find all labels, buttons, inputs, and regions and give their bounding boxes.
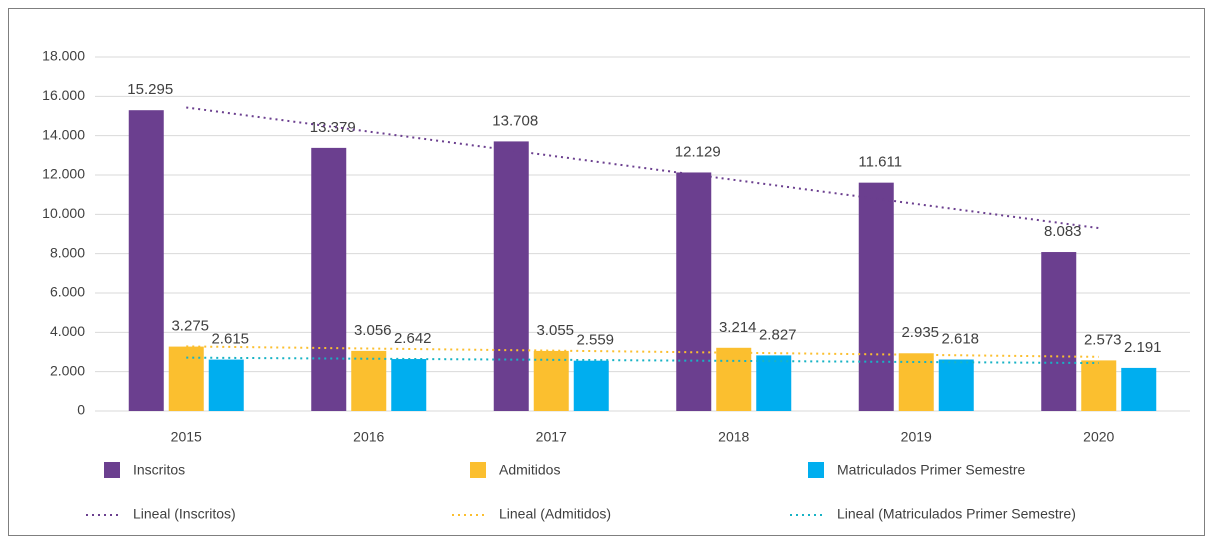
y-tick-label: 4.000	[50, 323, 85, 339]
bar	[676, 172, 712, 411]
bar	[493, 141, 529, 411]
bar	[311, 147, 347, 411]
legend-label: Lineal (Matriculados Primer Semestre)	[837, 506, 1076, 522]
legend-label: Matriculados Primer Semestre	[837, 462, 1025, 478]
legend-swatch	[808, 462, 824, 478]
x-tick-label: 2018	[718, 429, 749, 445]
y-tick-label: 12.000	[42, 166, 85, 182]
legend-label: Admitidos	[499, 462, 560, 478]
legend-swatch	[104, 462, 120, 478]
data-label: 12.129	[675, 143, 721, 160]
bar	[858, 182, 894, 411]
bar	[351, 350, 387, 411]
y-tick-label: 14.000	[42, 126, 85, 142]
data-label: 2.618	[941, 330, 979, 347]
bar	[1121, 367, 1157, 411]
y-tick-label: 18.000	[42, 48, 85, 64]
data-label: 11.611	[858, 154, 902, 171]
data-label: 8.083	[1044, 223, 1082, 240]
bar	[128, 110, 164, 411]
bar	[391, 359, 427, 411]
x-tick-label: 2017	[536, 429, 567, 445]
bar	[938, 359, 974, 411]
legend-label: Lineal (Inscritos)	[133, 506, 236, 522]
data-label: 3.275	[171, 318, 209, 335]
bar	[1081, 360, 1117, 411]
data-label: 2.559	[576, 332, 614, 349]
y-tick-label: 16.000	[42, 87, 85, 103]
data-label: 15.295	[127, 81, 173, 98]
bar	[756, 355, 792, 411]
bar	[208, 359, 244, 411]
bar	[533, 350, 569, 411]
y-tick-label: 6.000	[50, 284, 85, 300]
data-label: 2.615	[211, 331, 249, 348]
data-label: 13.379	[310, 119, 356, 136]
data-label: 2.642	[394, 330, 432, 347]
data-label: 13.708	[492, 112, 538, 129]
trendline	[186, 345, 1099, 358]
y-tick-label: 10.000	[42, 205, 85, 221]
x-tick-label: 2016	[353, 429, 384, 445]
x-tick-label: 2019	[901, 429, 932, 445]
y-tick-label: 0	[77, 402, 85, 418]
bar	[716, 347, 752, 411]
legend-swatch	[470, 462, 486, 478]
legend-label: Lineal (Admitidos)	[499, 506, 611, 522]
bar	[898, 353, 934, 411]
data-label: 2.191	[1124, 339, 1162, 356]
y-tick-label: 8.000	[50, 244, 85, 260]
bar	[168, 346, 204, 411]
legend-label: Inscritos	[133, 462, 185, 478]
x-tick-label: 2015	[171, 429, 202, 445]
data-label: 3.055	[536, 322, 574, 339]
x-tick-label: 2020	[1083, 429, 1114, 445]
trendline	[186, 356, 1099, 365]
data-label: 2.573	[1084, 331, 1122, 348]
y-tick-label: 2.000	[50, 362, 85, 378]
bar	[1041, 252, 1077, 411]
data-label: 3.056	[354, 322, 392, 339]
bar	[573, 360, 609, 411]
chart-frame	[8, 8, 1205, 536]
data-label: 3.214	[719, 319, 757, 336]
data-label: 2.827	[759, 326, 797, 343]
data-label: 2.935	[901, 324, 939, 341]
